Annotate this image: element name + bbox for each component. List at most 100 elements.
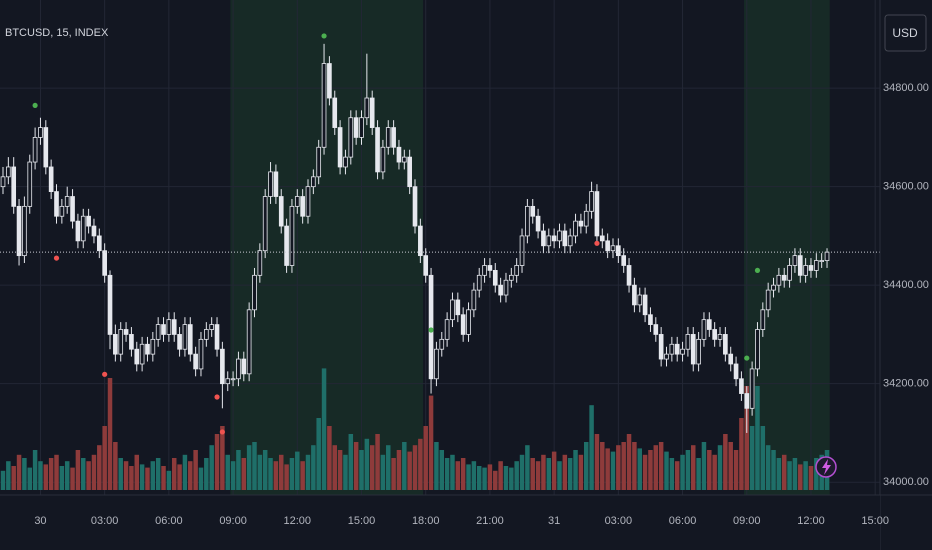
x-tick-label: 18:00: [412, 515, 440, 527]
price-axis-panel: [880, 0, 932, 550]
volume-bar: [6, 461, 11, 490]
volume-bar: [278, 454, 284, 490]
candle-body: [423, 255, 429, 276]
candle-body: [498, 284, 503, 296]
x-tick-label: 09:00: [219, 515, 247, 527]
candle-body: [428, 274, 434, 380]
volume-bar: [59, 466, 65, 490]
candle-body: [594, 191, 600, 237]
volume-bar: [27, 467, 32, 490]
candle-body: [487, 265, 493, 271]
volume-bar: [48, 458, 54, 490]
candle-body: [819, 260, 825, 262]
y-tick-label: 34000.00: [883, 476, 929, 488]
indicator-icon[interactable]: [815, 456, 837, 478]
volume-bar: [418, 438, 423, 490]
volume-bar: [739, 418, 744, 490]
candle-body: [27, 161, 33, 207]
volume-bar: [482, 467, 487, 490]
volume-bar: [252, 442, 257, 490]
volume-bar: [32, 450, 38, 490]
volume-bar: [129, 466, 134, 490]
volume-bar: [102, 426, 107, 490]
volume-bar: [771, 450, 776, 490]
volume-bar: [541, 454, 546, 490]
volume-bar: [38, 461, 43, 490]
volume-bar: [113, 442, 118, 490]
volume-bar: [466, 464, 471, 490]
volume-bar: [573, 450, 578, 490]
volume-bar: [107, 378, 113, 490]
volume-bar: [380, 454, 386, 490]
candle-body: [220, 348, 225, 385]
volume-bar: [118, 458, 123, 490]
volume-bar: [171, 458, 177, 490]
currency-box[interactable]: [884, 14, 927, 52]
candle-body: [134, 348, 140, 365]
volume-bar: [600, 442, 605, 490]
volume-bar: [755, 386, 760, 490]
volume-bar: [359, 450, 364, 490]
volume-bar: [225, 454, 230, 490]
candle-body: [257, 250, 263, 276]
candle-body: [54, 191, 59, 217]
signal-dot: [219, 429, 225, 435]
volume-bar: [450, 454, 455, 490]
candle-body: [455, 299, 461, 316]
volume-bar: [493, 470, 498, 490]
x-tick-label: 03:00: [605, 515, 633, 527]
candle-body: [476, 274, 482, 291]
candle-body: [669, 343, 675, 355]
volume-bar: [257, 454, 263, 490]
volume-bar: [594, 434, 600, 490]
candle-body: [294, 196, 300, 207]
volume-bar: [43, 464, 49, 490]
candle-body: [567, 235, 573, 247]
candle-body: [321, 63, 327, 148]
volume-bar: [648, 450, 653, 490]
candle-body: [813, 260, 819, 271]
volume-bar: [241, 458, 247, 490]
candle-body: [616, 245, 621, 257]
candle-body: [230, 378, 236, 381]
volume-bar: [803, 461, 808, 490]
candle-body: [129, 334, 134, 350]
volume-bar: [605, 448, 610, 490]
candle-body: [632, 284, 637, 306]
candle-body: [11, 166, 17, 207]
volume-bar: [75, 450, 81, 490]
volume-bar: [386, 445, 391, 490]
candle-body: [573, 220, 578, 237]
volume-bar: [460, 458, 466, 490]
volume-bar: [664, 451, 669, 490]
volume-bar: [589, 405, 594, 490]
volume-bar: [220, 426, 225, 490]
candle-body: [198, 338, 204, 370]
volume-bar: [407, 451, 412, 490]
candle-body: [648, 314, 653, 325]
volume-bar: [16, 454, 22, 490]
candle-body: [621, 255, 627, 266]
volume-bar: [161, 466, 166, 490]
candle-body: [792, 255, 798, 266]
volume-bar: [332, 445, 337, 490]
candle-body: [728, 353, 734, 365]
candle-body: [278, 196, 284, 227]
candle-body: [91, 225, 97, 237]
candle-body: [22, 205, 27, 257]
candle-body: [439, 338, 445, 350]
candle-body: [43, 127, 49, 168]
signal-dot: [32, 102, 38, 109]
candle-body: [685, 334, 691, 350]
volume-bar: [712, 454, 717, 490]
candle-body: [637, 294, 643, 306]
signal-dot: [428, 327, 434, 333]
volume-bar: [749, 426, 755, 490]
candle-body: [434, 348, 439, 380]
candle-body: [578, 220, 584, 227]
volume-bar: [567, 458, 573, 490]
volume-bar: [284, 464, 289, 490]
volume-bar: [214, 434, 220, 490]
candle-body: [701, 319, 707, 340]
volume-bar: [776, 458, 782, 490]
